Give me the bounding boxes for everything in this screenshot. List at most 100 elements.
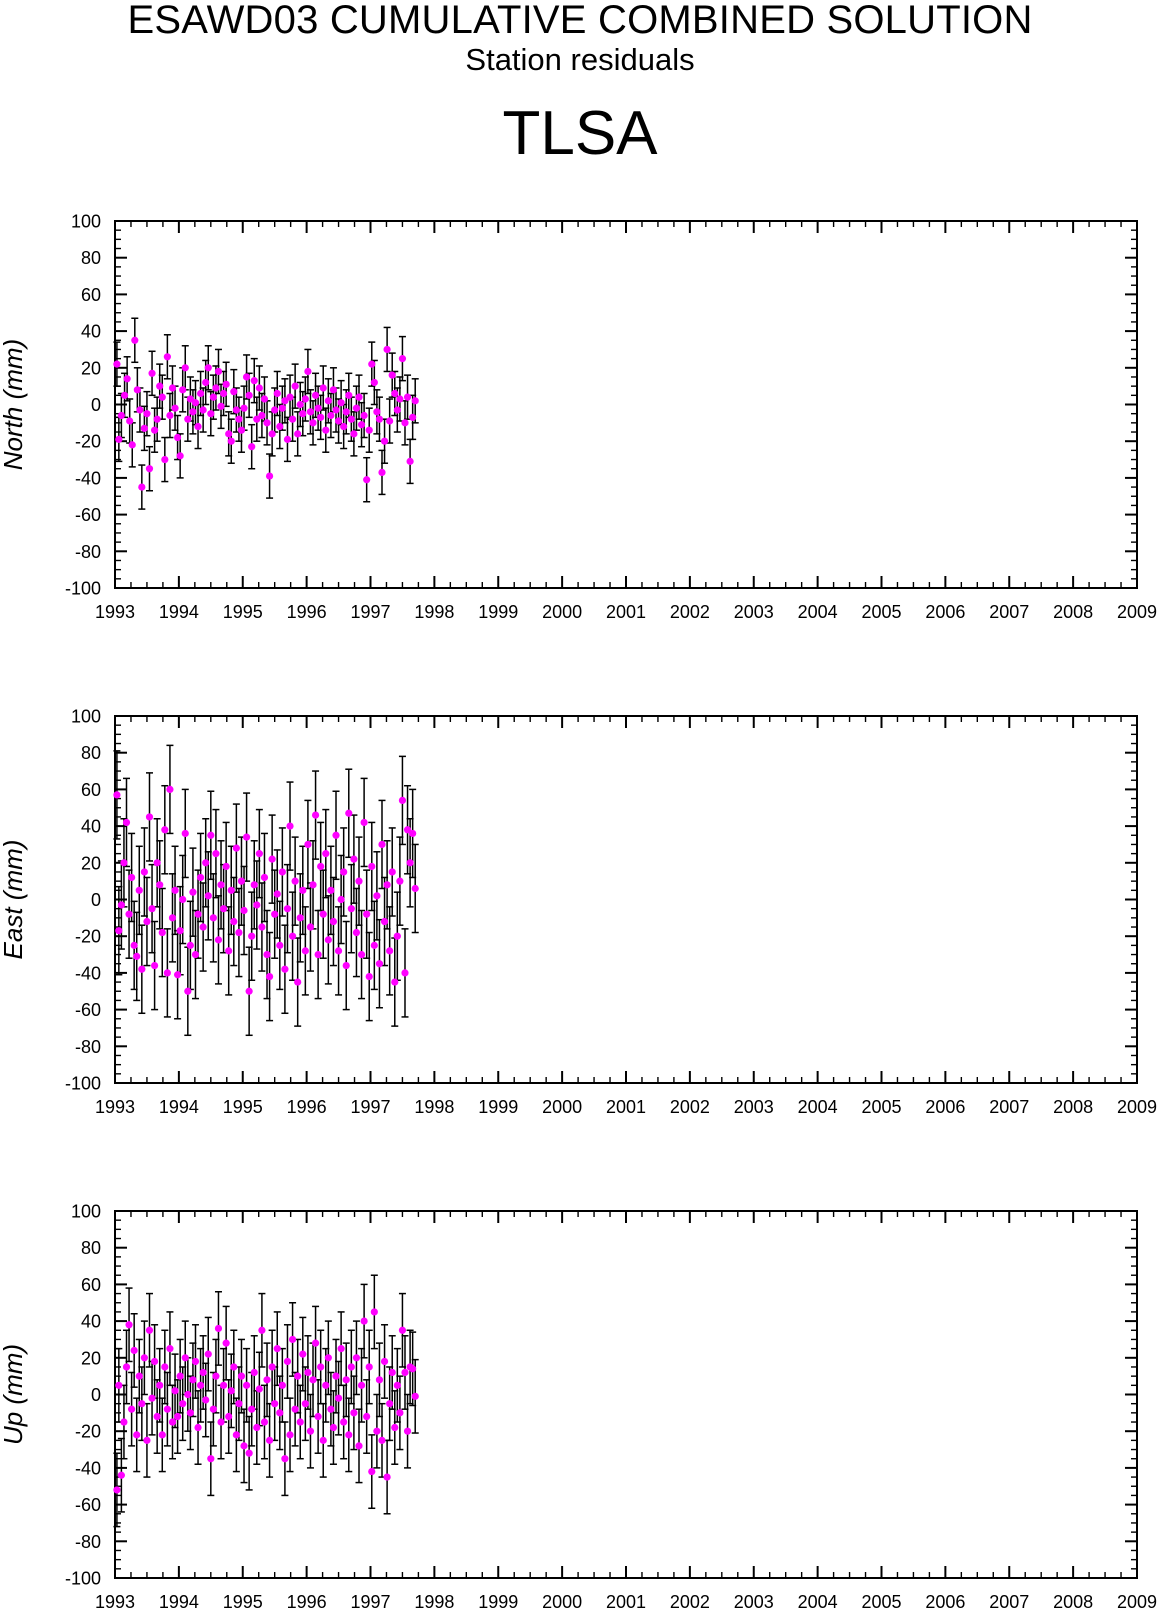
east-y-tick-label: -40: [75, 963, 101, 983]
east-y-tick-label: 20: [81, 853, 101, 873]
east-data-point: [365, 972, 373, 981]
east-data-point: [168, 914, 177, 922]
east-data-point: [306, 923, 315, 931]
east-data-point: [360, 818, 368, 827]
east-data-point: [319, 910, 327, 918]
up-data-point: [398, 1326, 407, 1334]
up-data-point: [306, 1427, 315, 1435]
north-x-tick-label: 2005: [861, 602, 901, 622]
north-x-tick-label: 2000: [542, 602, 582, 622]
east-data-point: [350, 855, 358, 863]
north-data-point: [117, 411, 125, 420]
north-data-point: [227, 437, 235, 445]
east-data-point: [286, 822, 294, 830]
up-y-tick-label: 40: [81, 1312, 101, 1332]
up-data-point: [222, 1339, 230, 1347]
up-data-point: [255, 1385, 263, 1393]
east-data-point: [199, 923, 207, 931]
east-frame: [114, 715, 1138, 1084]
east-data-point: [166, 785, 174, 794]
up-data-point: [360, 1317, 368, 1325]
up-data-point: [209, 1405, 217, 1413]
east-data-point: [332, 831, 340, 839]
north-data-point: [403, 393, 412, 401]
north-y-axis-title: North (mm): [0, 339, 28, 470]
east-data-point: [296, 914, 304, 922]
north-x-tick-label: 1994: [159, 602, 199, 622]
east-data-point: [158, 928, 166, 937]
up-x-tick-label: 2004: [798, 1592, 838, 1612]
east-data-point: [276, 941, 284, 949]
east-data-point: [196, 873, 205, 882]
east-data-point: [181, 829, 189, 838]
east-y-tick-label: 60: [81, 780, 101, 800]
north-data-point: [242, 373, 251, 381]
north-data-point: [151, 426, 159, 434]
east-data-point: [411, 884, 419, 893]
east-data-point: [250, 881, 258, 889]
east-data-point: [301, 947, 309, 955]
east-x-tick-label: 1997: [350, 1097, 390, 1117]
up-y-tick-label: 0: [91, 1385, 101, 1405]
up-data-point: [380, 1357, 389, 1366]
up-data-point: [294, 1372, 302, 1380]
north-data-point: [126, 417, 134, 425]
east-data-point: [245, 987, 253, 995]
up-data-point: [115, 1381, 123, 1389]
north-data-point: [406, 457, 414, 465]
north-data-point: [401, 419, 409, 427]
north-data-point: [396, 395, 404, 403]
north-x-tick-label: 2009: [1117, 602, 1157, 622]
up-data-point: [265, 1436, 274, 1444]
up-data-point: [370, 1308, 378, 1316]
north-data-point: [352, 404, 361, 412]
up-plot: -100 -80 -60 -40 -20 0 20 40 60 80 100 1993 1994 1995…: [0, 1202, 1157, 1613]
east-x-tick-label: 2008: [1053, 1097, 1093, 1117]
north-data-point: [199, 406, 207, 414]
up-data-point: [411, 1392, 419, 1400]
east-data-point: [278, 868, 286, 876]
east-x-tick-label: 2004: [798, 1097, 838, 1117]
north-data-point: [258, 411, 266, 420]
north-data-point: [304, 367, 312, 376]
up-data-point: [375, 1376, 384, 1384]
east-data-point: [217, 881, 225, 889]
north-data-point: [363, 476, 371, 484]
north-data-point: [189, 408, 197, 416]
east-data-point: [283, 905, 292, 913]
up-y-tick-label: -40: [75, 1458, 101, 1478]
north-data-point: [360, 411, 368, 420]
north-data-point: [133, 386, 141, 394]
up-data-point: [363, 1412, 371, 1421]
east-data-point: [265, 972, 274, 981]
east-data-point: [237, 877, 246, 885]
east-data-point: [288, 932, 297, 940]
east-data-point: [391, 978, 399, 986]
north-data-point: [311, 391, 320, 399]
east-data-point: [273, 890, 281, 898]
up-data-point: [143, 1436, 151, 1444]
up-data-point: [352, 1354, 361, 1362]
chart-title: ESAWD03 CUMULATIVE COMBINED SOLUTION: [127, 0, 1033, 42]
up-data-point: [186, 1409, 194, 1417]
east-y-tick-label: -80: [75, 1037, 101, 1057]
north-data-point: [171, 404, 179, 412]
east-data-point: [138, 965, 146, 973]
east-x-tick-label: 2001: [606, 1097, 646, 1117]
up-y-tick-label: 60: [81, 1275, 101, 1295]
north-x-tick-label: 1999: [478, 602, 518, 622]
up-data-point: [258, 1326, 266, 1334]
east-x-tick-label: 1994: [159, 1097, 199, 1117]
east-data-point: [311, 811, 320, 819]
up-data-point: [166, 1345, 174, 1353]
east-data-point: [148, 905, 156, 913]
east-data-point: [258, 923, 266, 931]
north-y-tick-label: 20: [81, 358, 101, 378]
north-data-point: [173, 433, 182, 442]
up-data-point: [334, 1394, 343, 1402]
east-x-tick-label: 1998: [414, 1097, 454, 1117]
up-data-point: [322, 1381, 330, 1389]
east-data-point: [355, 877, 363, 885]
up-data-point: [327, 1405, 335, 1413]
up-x-tick-label: 2000: [542, 1592, 582, 1612]
